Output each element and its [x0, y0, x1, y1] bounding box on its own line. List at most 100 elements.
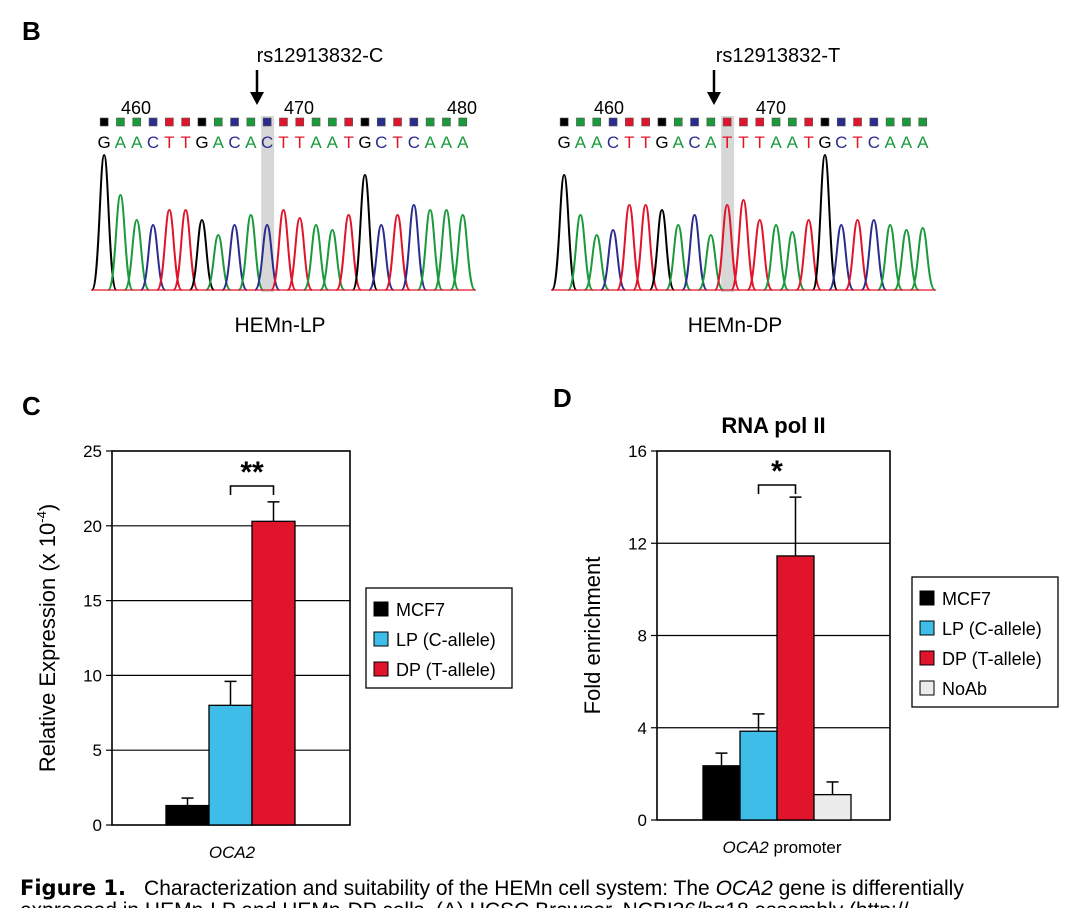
base-letter: C	[261, 133, 273, 152]
base-letter: A	[901, 133, 913, 152]
legend-label: DP (T-allele)	[396, 660, 496, 680]
chromatogram-peak	[746, 218, 773, 291]
y-tick-label: 16	[628, 442, 647, 461]
chromatogram-peak	[713, 203, 741, 291]
chromatogram-peak	[599, 228, 627, 291]
chromatogram-peak	[221, 223, 248, 291]
chromatogram-peak	[302, 223, 330, 291]
chromatogram-peak	[616, 203, 643, 291]
base-letter: G	[655, 133, 668, 152]
base-letter: A	[884, 133, 896, 152]
legend-swatch	[373, 631, 389, 647]
base-letter: A	[424, 133, 436, 152]
sample-label: HEMn-DP	[688, 314, 783, 337]
caption-label: Figure 1.	[20, 876, 127, 900]
chromatogram-peak	[123, 218, 150, 291]
y-axis-label: Fold enrichment	[580, 557, 605, 715]
chromatogram-peak	[368, 223, 395, 291]
base-letter: T	[755, 133, 765, 152]
legend-box	[365, 587, 513, 689]
chromatogram-peak	[730, 198, 757, 291]
chromatogram-peak	[828, 223, 855, 291]
chromatogram-peak	[449, 213, 476, 291]
panel-label-c: C	[22, 391, 41, 421]
legend-swatch	[919, 650, 935, 666]
chromatogram-peak	[351, 173, 379, 291]
panel-label-b: B	[22, 16, 41, 46]
base-square	[755, 117, 765, 127]
significance-bracket	[757, 484, 797, 494]
base-letter: A	[673, 133, 685, 152]
bar-chart-d: RNA pol II 0 4 8 12 16 * OCA2 promoter Fold enri…	[580, 413, 1059, 857]
chromatogram-peak	[648, 208, 676, 291]
bar-chart-c: 0 5 10 15 20 25 ** OCA2 Relative Expression (x 1…	[34, 442, 513, 862]
base-letter: A	[591, 133, 603, 152]
base-square	[820, 117, 830, 127]
chromatogram-peak	[860, 218, 888, 291]
base-square	[279, 117, 288, 127]
chromatogram-peak	[172, 208, 199, 291]
base-letter: C	[147, 133, 159, 152]
base-letter: T	[803, 133, 813, 152]
base-square	[213, 117, 223, 127]
chromatogram-peak	[188, 218, 216, 291]
y-tick-label: 0	[93, 816, 102, 835]
x-axis-label: OCA2	[209, 843, 256, 862]
base-square	[230, 117, 239, 127]
snp-label: rs12913832-T	[716, 45, 841, 67]
caption-line-2: expressed in HEMn-LP and HEMn-DP cells. …	[20, 897, 1080, 908]
base-square	[836, 117, 846, 127]
base-square	[722, 117, 732, 127]
legend-label: LP (C-allele)	[942, 619, 1042, 639]
ruler-number: 470	[756, 98, 786, 118]
base-square	[99, 117, 109, 127]
base-letter: A	[770, 133, 782, 152]
base-square	[148, 117, 158, 127]
y-tick-label: 15	[83, 592, 102, 611]
base-square	[788, 117, 797, 127]
base-square	[885, 117, 895, 127]
base-letter: A	[245, 133, 257, 152]
bar	[702, 765, 741, 821]
base-square	[246, 117, 256, 127]
bar	[776, 555, 815, 821]
base-square	[902, 117, 911, 127]
significance-label: **	[240, 456, 264, 489]
base-square	[641, 117, 650, 127]
snp-arrow-head	[250, 92, 264, 105]
panel-label-d: D	[553, 383, 572, 413]
legend-label: MCF7	[396, 600, 445, 620]
base-letter: A	[115, 133, 127, 152]
legend-swatch	[919, 620, 935, 636]
ruler-number: 460	[594, 98, 624, 118]
chromatogram-peak	[237, 213, 265, 291]
base-letter: C	[835, 133, 847, 152]
y-tick-label: 0	[638, 811, 647, 830]
y-tick-label: 5	[93, 741, 102, 760]
base-letter: T	[278, 133, 288, 152]
base-letter: T	[164, 133, 174, 152]
y-tick-label: 12	[628, 534, 647, 553]
legend: MCF7 LP (C-allele) DP (T-allele) NoAb	[911, 576, 1059, 708]
chromatogram-peak	[811, 153, 839, 291]
base-letter: T	[738, 133, 748, 152]
bar	[208, 704, 253, 826]
base-letter: C	[375, 133, 387, 152]
base-square	[608, 117, 618, 127]
chromatogram-peak	[90, 153, 118, 291]
chromatogram-peak	[909, 226, 936, 291]
base-letter: C	[607, 133, 619, 152]
base-square	[559, 117, 569, 127]
y-tick-label: 20	[83, 517, 102, 536]
legend-swatch	[373, 601, 389, 617]
chromatogram-peak	[400, 203, 428, 291]
snp-highlight	[721, 116, 735, 292]
base-letter: A	[575, 133, 587, 152]
base-letter: G	[358, 133, 371, 152]
ruler-number: 460	[121, 98, 151, 118]
base-square	[918, 117, 928, 127]
chromatogram-peak	[384, 213, 411, 291]
